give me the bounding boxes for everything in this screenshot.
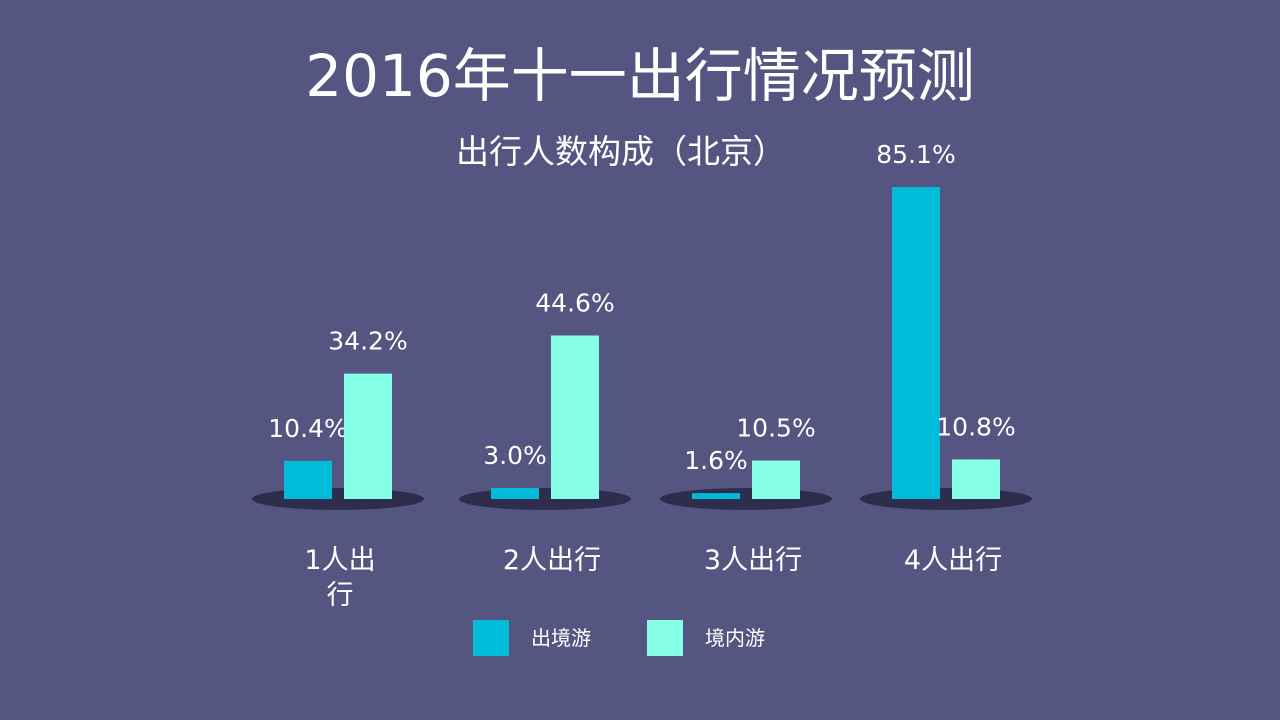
bar-outbound bbox=[284, 460, 332, 499]
bar-base-shadow bbox=[459, 488, 631, 510]
legend-item-domestic: 境内游 bbox=[647, 620, 765, 656]
data-label: 44.6% bbox=[535, 288, 614, 317]
bar-outbound bbox=[491, 488, 539, 499]
legend-swatch-domestic bbox=[647, 620, 683, 656]
category-label: 行 bbox=[327, 580, 354, 611]
bar-base-shadow bbox=[252, 488, 424, 510]
category-label: 1人出 bbox=[304, 545, 375, 576]
category-label: 3人出行 bbox=[704, 545, 802, 576]
page-title: 2016年十一出行情况预测 bbox=[305, 42, 975, 110]
category-label: 2人出行 bbox=[503, 545, 601, 576]
data-label: 10.5% bbox=[736, 414, 815, 443]
data-label: 34.2% bbox=[328, 327, 407, 356]
data-label: 10.8% bbox=[936, 412, 1015, 441]
legend-item-outbound: 出境游 bbox=[473, 620, 591, 656]
bar-domestic bbox=[551, 335, 599, 499]
legend-swatch-outbound bbox=[473, 620, 509, 656]
data-label: 1.6% bbox=[684, 446, 748, 475]
bar-outbound bbox=[892, 187, 940, 499]
bar-domestic bbox=[952, 459, 1000, 499]
chart-title: 出行人数构成（北京） bbox=[456, 132, 786, 171]
bar-domestic bbox=[752, 460, 800, 499]
bar-outbound bbox=[692, 493, 740, 499]
legend-label-outbound: 出境游 bbox=[531, 626, 591, 650]
bar-base-shadow bbox=[660, 488, 832, 510]
data-label: 10.4% bbox=[268, 414, 347, 443]
data-label: 85.1% bbox=[876, 140, 955, 169]
bar-base-shadow bbox=[860, 488, 1032, 510]
category-label: 4人出行 bbox=[904, 545, 1002, 576]
bar-domestic bbox=[344, 373, 392, 499]
data-label: 3.0% bbox=[483, 441, 547, 470]
legend-label-domestic: 境内游 bbox=[705, 626, 765, 650]
